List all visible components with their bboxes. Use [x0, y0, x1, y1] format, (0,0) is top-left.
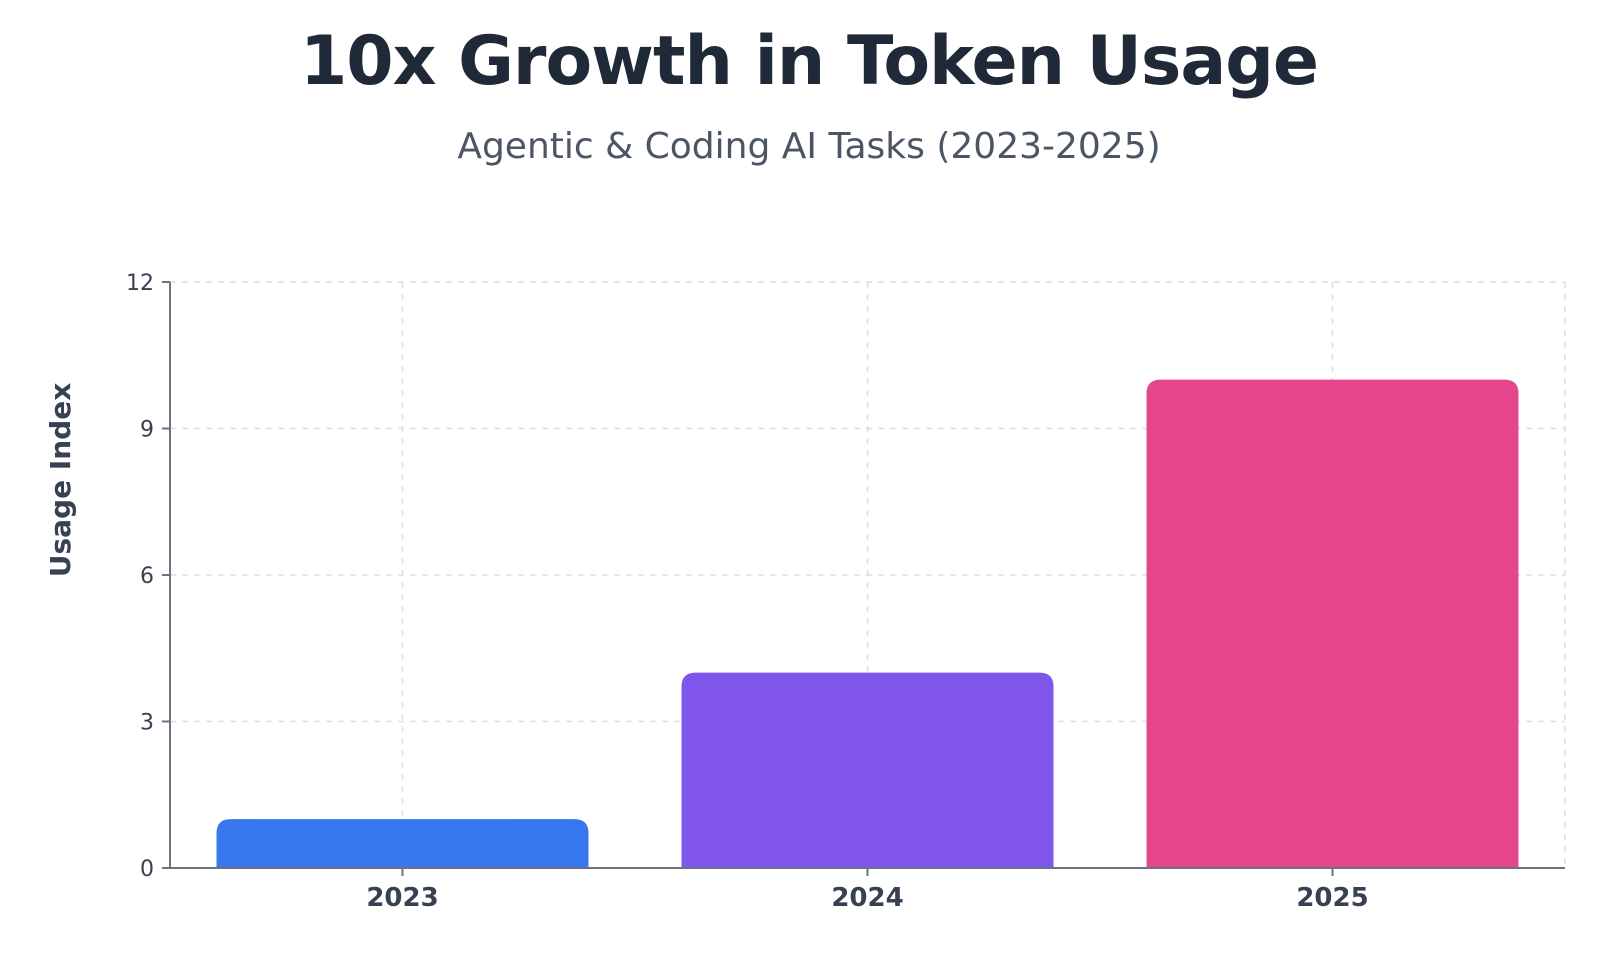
bars-layer: [216, 379, 1519, 868]
y-tick-label-2: 6: [140, 564, 154, 589]
y-tick-label-1: 3: [140, 711, 154, 736]
y-tick-label-3: 9: [140, 418, 154, 443]
bar-2024: [681, 672, 1054, 868]
chart-title: 10x Growth in Token Usage: [299, 22, 1319, 101]
bar-2023: [216, 819, 589, 868]
chart-subtitle: Agentic & Coding AI Tasks (2023-2025): [457, 126, 1161, 167]
y-tick-label-0: 0: [140, 857, 154, 882]
x-tick-label-2024: 2024: [831, 883, 903, 913]
axes-layer: [162, 281, 1565, 876]
x-tick-label-2025: 2025: [1296, 883, 1368, 913]
labels-layer: 0 3 6 9 12 2023 2024 2025: [126, 271, 1369, 913]
bar-2025: [1146, 379, 1519, 868]
y-axis-title: Usage Index: [44, 383, 77, 578]
y-tick-label-4: 12: [126, 271, 154, 296]
x-tick-label-2023: 2023: [366, 883, 438, 913]
